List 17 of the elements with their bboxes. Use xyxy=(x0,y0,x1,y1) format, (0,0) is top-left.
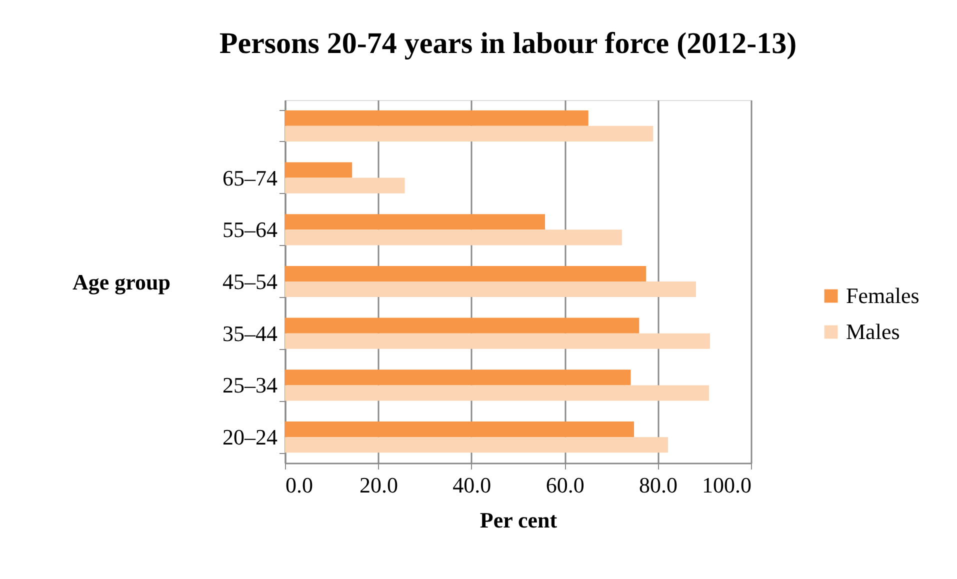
x-axis-title: Per cent xyxy=(480,508,558,532)
x-tick-label: 40.0 xyxy=(452,472,492,498)
x-tick-label: 60.0 xyxy=(546,472,584,498)
legend-label: Males xyxy=(846,319,900,344)
y-tick-label: 45–54 xyxy=(222,269,278,294)
y-tick-label: 25–34 xyxy=(222,372,278,398)
y-tick-label: 20–24 xyxy=(222,424,278,450)
x-tick-label: 20.0 xyxy=(359,472,398,498)
x-tick-label: 0.0 xyxy=(286,472,313,498)
y-tick-label: 55–64 xyxy=(222,217,278,242)
y-tick-label: 65–74 xyxy=(222,165,278,190)
x-tick-label: 80.0 xyxy=(639,472,678,498)
y-axis-title: Age group xyxy=(72,270,170,294)
chart-title: Persons 20-74 years in labour force (2012-13) xyxy=(219,27,797,60)
x-tick-label: 100.0 xyxy=(702,472,752,498)
legend-label: Females xyxy=(846,283,920,308)
y-tick-label: 35–44 xyxy=(222,320,278,346)
